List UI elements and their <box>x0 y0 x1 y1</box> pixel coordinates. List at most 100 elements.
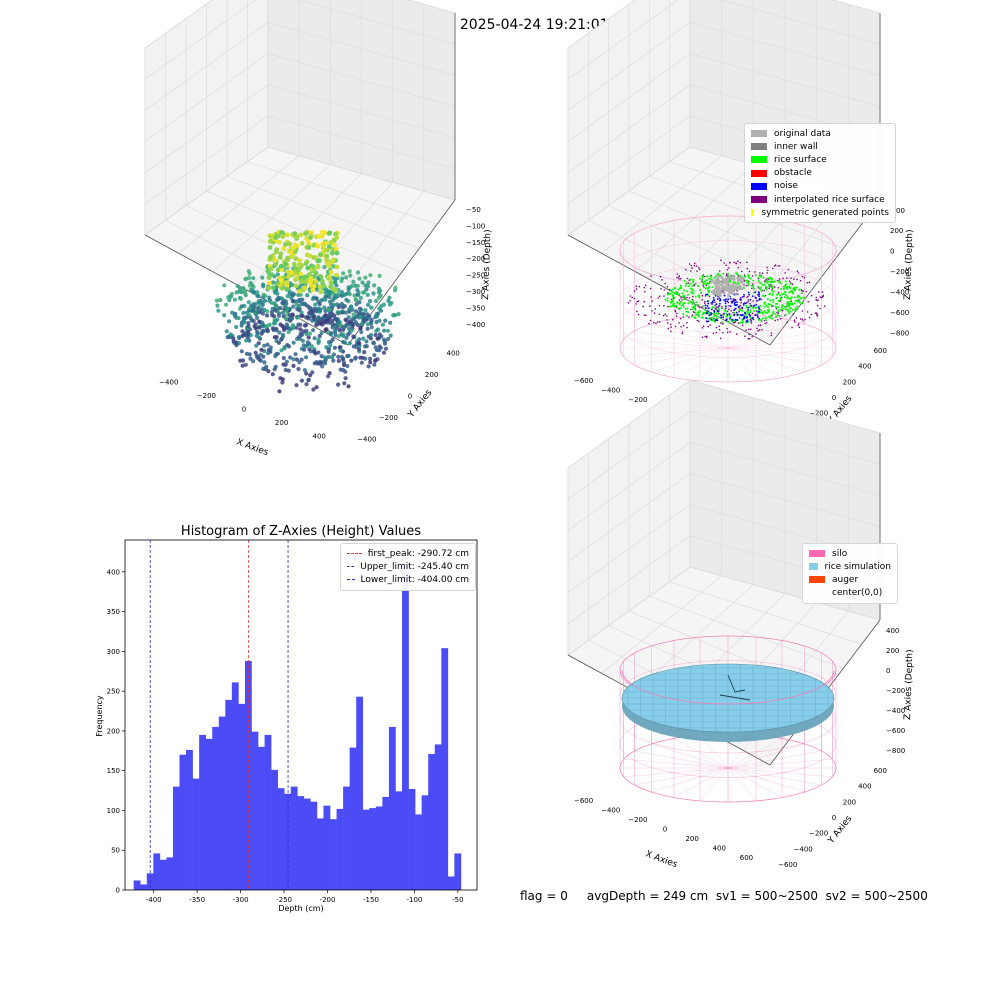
data-point <box>257 325 262 330</box>
panel2-legend-label: inner wall <box>774 141 818 152</box>
panel4-tick-labels: −600−400−2000200400600−600−400−200020040… <box>574 627 905 869</box>
grid-line <box>144 84 269 173</box>
rice-surface-point <box>755 306 758 309</box>
grid-line <box>567 115 691 205</box>
rice-surface-point <box>763 283 766 286</box>
data-point <box>261 295 266 300</box>
rice-surface-point <box>687 302 690 305</box>
data-point <box>280 310 285 315</box>
rice-surface-point <box>710 276 713 278</box>
rice-surface-point <box>759 311 761 314</box>
data-point <box>365 316 370 321</box>
data-point <box>272 258 278 263</box>
rice-surface-point <box>671 304 674 307</box>
data-point <box>353 356 358 361</box>
data-point <box>293 277 298 282</box>
data-point <box>329 306 334 311</box>
rice-surface-point <box>690 291 693 294</box>
noise-point <box>728 291 731 294</box>
interpolated-point <box>666 286 669 288</box>
data-point <box>261 282 266 287</box>
rice-surface-point <box>784 284 787 287</box>
original-point <box>734 285 738 289</box>
data-point <box>357 306 363 311</box>
data-point <box>300 297 305 302</box>
data-point <box>323 316 328 321</box>
interpolated-point <box>703 275 706 278</box>
data-point <box>294 234 300 240</box>
data-point <box>361 290 366 295</box>
grid-line <box>280 182 393 309</box>
rice-surface-point <box>771 294 774 296</box>
histogram-bar <box>238 703 246 890</box>
data-point <box>261 292 266 297</box>
data-point <box>260 300 265 305</box>
noise-point <box>743 316 746 319</box>
original-point <box>731 288 735 292</box>
rice-surface-point <box>779 297 782 300</box>
rice-surface-point <box>702 282 705 285</box>
data-point <box>284 306 289 311</box>
interpolated-point <box>710 274 712 277</box>
data-point <box>329 307 334 313</box>
interpolated-point <box>770 332 773 334</box>
data-point <box>340 305 345 310</box>
rice-surface-point <box>702 305 705 308</box>
panel4-cylinder-spoke <box>727 735 757 769</box>
interpolated-point <box>694 307 697 310</box>
noise-point <box>750 320 753 322</box>
noise-point <box>756 316 759 318</box>
data-point <box>353 355 358 360</box>
panel4-ztick: −200 <box>886 687 905 695</box>
interpolated-point <box>672 318 674 321</box>
data-point <box>310 370 315 375</box>
data-point <box>298 232 304 238</box>
rice-surface-point <box>744 315 746 318</box>
x-tick-label: -150 <box>363 896 379 904</box>
interpolated-point <box>793 319 796 322</box>
rice-surface-point <box>772 311 775 314</box>
data-point <box>280 234 286 240</box>
original-point <box>730 291 734 295</box>
data-point <box>255 310 260 315</box>
interpolated-point <box>764 322 766 325</box>
rice-surface-point <box>783 305 786 308</box>
data-point <box>315 263 321 269</box>
rice-surface-point <box>684 307 687 310</box>
rice-surface-point <box>772 310 775 313</box>
rice-surface-point <box>672 303 675 306</box>
panel2-cylinder-spoke <box>699 315 729 349</box>
panel2-legend-label: noise <box>774 181 798 192</box>
data-point <box>345 363 350 369</box>
histogram-bar <box>415 814 422 890</box>
rice-surface-point <box>741 318 744 321</box>
data-point <box>341 362 347 368</box>
data-point <box>248 316 253 321</box>
data-point <box>351 312 356 317</box>
data-point <box>357 337 362 342</box>
panel2-title: 3D classify of Silo Interior <box>640 104 808 119</box>
original-point <box>716 292 721 296</box>
data-point <box>328 315 333 320</box>
grid-line <box>635 164 754 272</box>
rice-surface-point <box>800 297 802 300</box>
noise-point <box>710 312 713 315</box>
interpolated-point <box>733 299 735 302</box>
data-point <box>331 292 337 297</box>
interpolated-point <box>643 314 646 316</box>
data-point <box>321 243 326 249</box>
interpolated-point <box>778 278 781 280</box>
data-point <box>321 283 327 289</box>
rice-surface-point <box>747 281 749 284</box>
data-point <box>354 342 359 347</box>
data-point <box>358 326 363 331</box>
data-point <box>334 272 339 278</box>
data-point <box>278 266 283 271</box>
histogram-legend-label: first_peak: -290.72 cm <box>367 548 469 559</box>
data-point <box>322 264 327 270</box>
interpolated-point <box>686 277 689 280</box>
interpolated-point <box>650 296 652 298</box>
interpolated-point <box>660 288 662 290</box>
panel4-legend-entry: rice simulation <box>809 560 891 573</box>
interpolated-point <box>636 300 638 303</box>
